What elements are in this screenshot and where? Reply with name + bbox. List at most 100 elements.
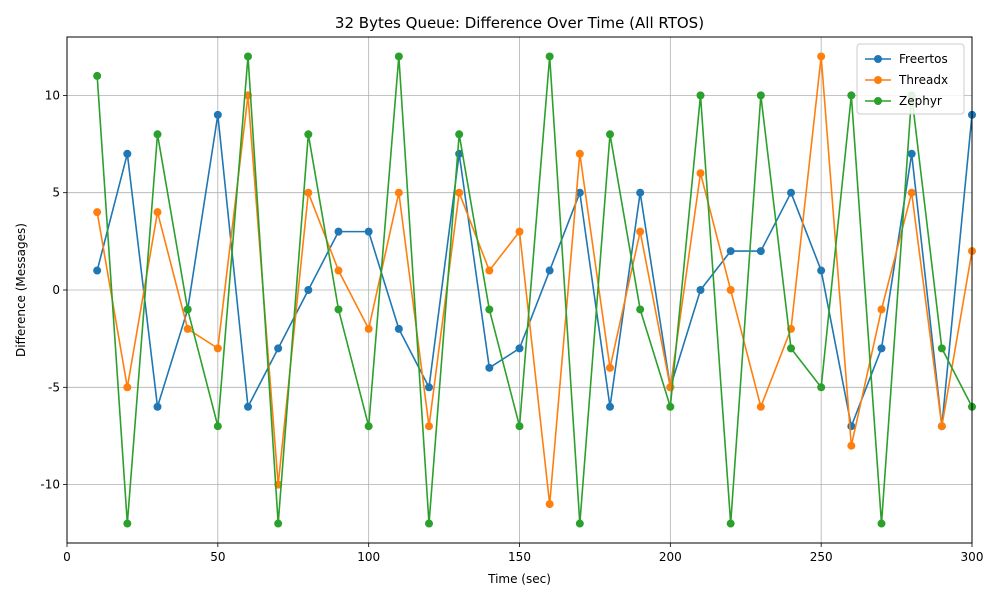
data-point [606, 363, 614, 372]
data-point [817, 52, 826, 61]
legend-item-threadx: Threadx [865, 73, 948, 87]
data-point [425, 519, 433, 528]
data-point [183, 324, 192, 333]
data-point [304, 286, 313, 294]
data-point [575, 519, 584, 528]
legend-marker [874, 76, 882, 84]
data-point [636, 227, 645, 236]
data-point [726, 519, 735, 528]
data-point [877, 344, 886, 353]
data-point [937, 422, 946, 431]
y-tick-label: 5 [52, 186, 60, 200]
data-point [455, 188, 464, 197]
legend-marker [874, 55, 882, 63]
data-point [153, 402, 162, 411]
data-point [425, 383, 433, 392]
data-point [756, 402, 765, 411]
data-point [153, 208, 162, 217]
y-axis-label: Difference (Messages) [14, 223, 28, 357]
data-point [485, 266, 494, 275]
legend-label: Threadx [898, 73, 948, 87]
legend-box [856, 43, 965, 115]
data-point [937, 344, 946, 353]
series-line-freertos [96, 114, 973, 428]
chart-title: 32 Bytes Queue: Difference Over Time (Al… [335, 14, 704, 32]
data-point [425, 422, 433, 431]
data-point [93, 266, 102, 275]
data-point [515, 344, 524, 353]
data-point [304, 130, 313, 139]
x-axis-ticks: 0 50 100 150 200 250 300 [63, 543, 983, 564]
data-point [817, 266, 826, 275]
data-point [485, 363, 494, 372]
data-point [545, 500, 554, 509]
data-point [907, 149, 916, 158]
data-point [847, 441, 856, 450]
data-point [817, 383, 826, 392]
data-point [515, 422, 524, 431]
data-point [575, 188, 584, 197]
x-tick-label: 100 [357, 550, 380, 564]
y-tick-label: 10 [45, 88, 60, 102]
data-point [877, 305, 886, 314]
data-point [123, 519, 132, 528]
data-point [213, 110, 222, 119]
x-tick-label: 0 [63, 550, 71, 564]
x-tick-label: 250 [810, 550, 833, 564]
data-point [394, 324, 403, 333]
data-point [304, 188, 313, 197]
data-point [696, 91, 705, 100]
x-axis-label: Time (sec) [487, 572, 551, 586]
data-point [575, 149, 584, 158]
data-point [756, 91, 765, 100]
data-point [636, 188, 645, 197]
data-point [213, 344, 222, 353]
data-point [394, 52, 403, 61]
data-point [93, 208, 102, 217]
x-tick-label: 150 [508, 550, 531, 564]
data-point [787, 188, 795, 197]
data-point [244, 402, 252, 411]
legend: Freertos Threadx Zephyr [856, 43, 965, 115]
y-tick-label: -10 [40, 478, 60, 492]
data-point [756, 247, 765, 256]
data-point [123, 383, 132, 392]
data-point [847, 422, 856, 431]
data-point [274, 519, 283, 528]
data-point [183, 305, 192, 314]
series-layer [93, 52, 976, 528]
y-tick-label: 0 [52, 283, 60, 297]
data-point [636, 305, 645, 314]
data-point [545, 52, 554, 61]
data-point [244, 52, 252, 61]
data-point [364, 324, 373, 333]
y-axis-ticks: -10 -5 0 5 10 [40, 88, 67, 492]
data-point [334, 305, 343, 314]
data-point [455, 130, 464, 139]
data-point [123, 149, 132, 158]
legend-label: Freertos [899, 52, 948, 66]
data-point [726, 286, 735, 294]
data-point [545, 266, 554, 275]
data-point [666, 402, 675, 411]
data-point [847, 91, 856, 100]
legend-marker [874, 97, 882, 105]
data-point [606, 130, 614, 139]
data-point [606, 402, 614, 411]
data-point [485, 305, 494, 314]
data-point [726, 247, 735, 256]
data-point [787, 344, 795, 353]
y-tick-label: -5 [48, 380, 60, 394]
data-point [696, 286, 705, 294]
data-point [153, 130, 162, 139]
data-point [907, 188, 916, 197]
series-line-threadx [96, 55, 973, 505]
data-point [334, 227, 343, 236]
data-point [334, 266, 343, 275]
data-point [364, 422, 373, 431]
data-point [364, 227, 373, 236]
x-tick-label: 200 [659, 550, 682, 564]
data-point [696, 169, 705, 178]
